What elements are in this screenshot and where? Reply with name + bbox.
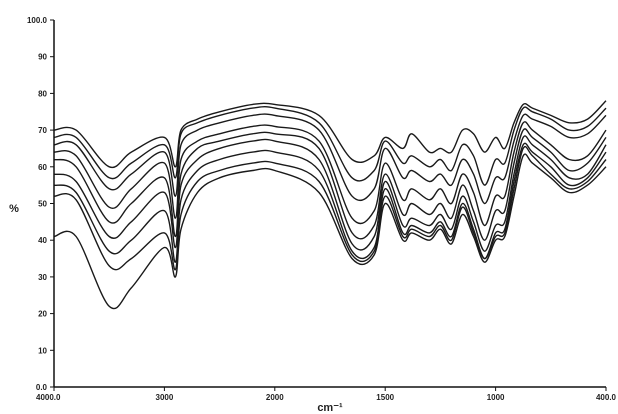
series-layer (53, 100, 607, 310)
spectrum-line-7 (53, 142, 607, 263)
y-tick-label: 100.0 (27, 16, 48, 25)
x-tick-label: 1500 (376, 393, 394, 402)
spectrum-line-2 (53, 105, 607, 186)
spectrum-line-1 (53, 100, 607, 169)
spectrum-line-9 (53, 153, 607, 310)
x-tick-label: 1000 (487, 393, 505, 402)
y-tick-label: 50 (38, 200, 47, 209)
x-tick-label: 4000.0 (36, 393, 61, 402)
spectrum-line-5 (53, 128, 607, 241)
spectrum-line-4 (53, 121, 607, 227)
x-tick-label: 2000 (266, 393, 284, 402)
spectrum-line-8 (53, 145, 607, 271)
y-tick-label: 80 (38, 89, 47, 98)
y-tick-label: 60 (38, 163, 47, 172)
y-tick-label: 40 (38, 236, 47, 245)
y-tick-label: 10 (38, 346, 47, 355)
x-axis-title: cm⁻¹ (317, 402, 343, 414)
y-tick-label: 70 (38, 126, 47, 135)
y-tick-label: 90 (38, 53, 47, 62)
spectrum-line-6 (53, 135, 607, 252)
y-tick-label: 30 (38, 273, 47, 282)
y-axis-title: % (9, 203, 19, 215)
x-tick-layer: 4000.0 3000 2000 1500 1000 400.0 (36, 387, 617, 402)
y-tick-layer: 0.0 10 20 30 40 50 60 70 80 90 100.0 (27, 16, 54, 392)
spectrum-line-3 (53, 113, 607, 205)
x-tick-label: 400.0 (596, 393, 617, 402)
y-tick-label: 0.0 (36, 383, 48, 392)
x-tick-label: 3000 (156, 393, 174, 402)
y-tick-label: 20 (38, 310, 47, 319)
